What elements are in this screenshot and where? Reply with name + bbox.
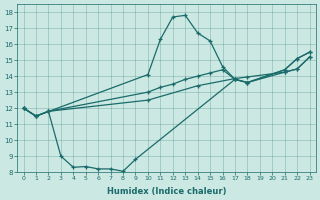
- X-axis label: Humidex (Indice chaleur): Humidex (Indice chaleur): [107, 187, 226, 196]
